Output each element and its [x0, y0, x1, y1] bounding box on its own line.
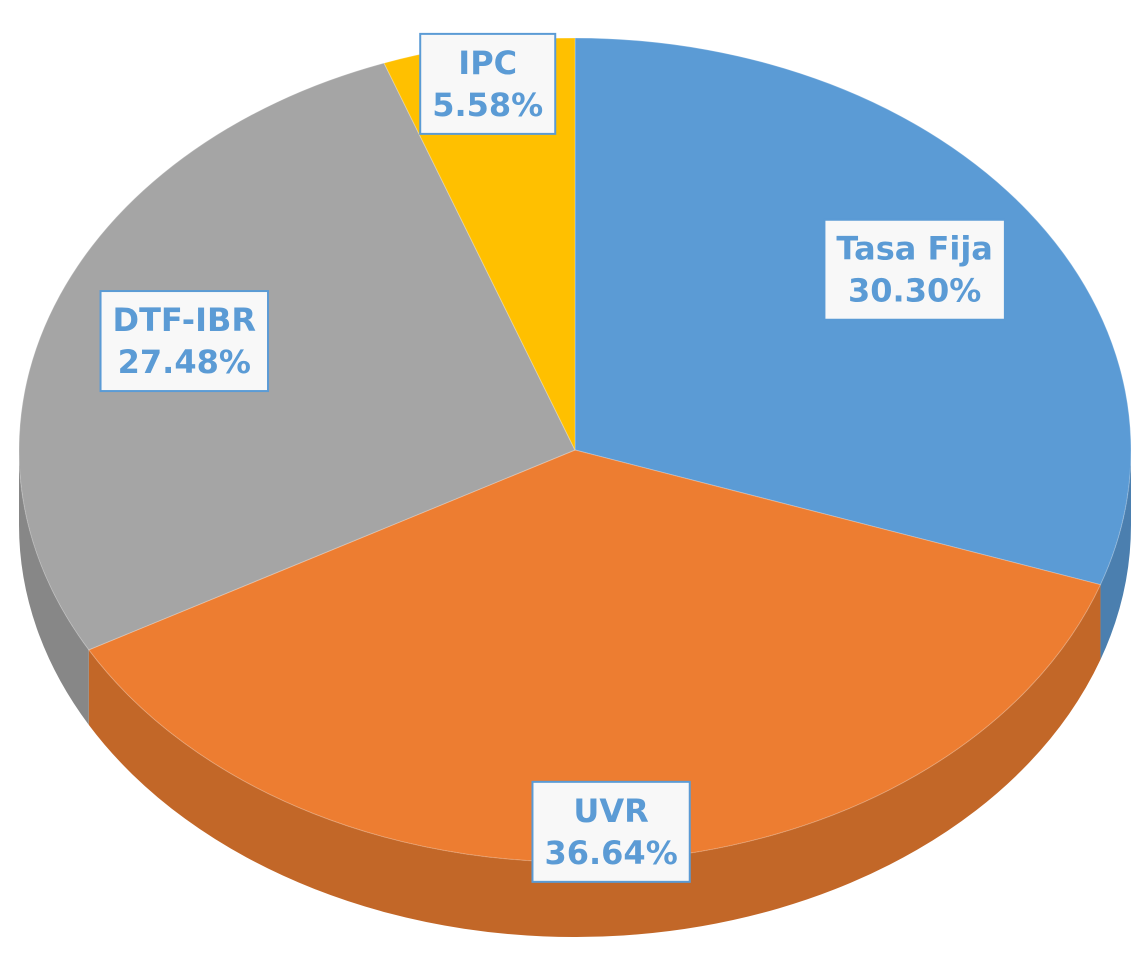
data-label: IPC 5.58%	[419, 32, 557, 135]
data-label: Tasa Fija 30.30%	[823, 218, 1006, 321]
slice-side	[88, 584, 1101, 937]
label-category: IPC	[458, 44, 517, 82]
label-box	[419, 32, 557, 135]
slice-side	[18, 450, 89, 725]
label-value: 36.64%	[544, 834, 677, 872]
label-box	[823, 218, 1006, 321]
label-category: UVR	[573, 792, 648, 830]
label-value: 30.30%	[848, 272, 981, 310]
label-value: 5.58%	[432, 86, 543, 124]
data-label: UVR 36.64%	[531, 780, 691, 883]
label-category: DTF-IBR	[113, 301, 256, 339]
data-label: DTF-IBR 27.48%	[99, 290, 270, 393]
label-box	[99, 290, 270, 393]
label-box	[531, 780, 691, 883]
label-value: 27.48%	[118, 343, 251, 381]
slice-side	[1100, 450, 1131, 660]
slice	[18, 62, 576, 651]
label-category: Tasa Fija	[836, 230, 992, 268]
